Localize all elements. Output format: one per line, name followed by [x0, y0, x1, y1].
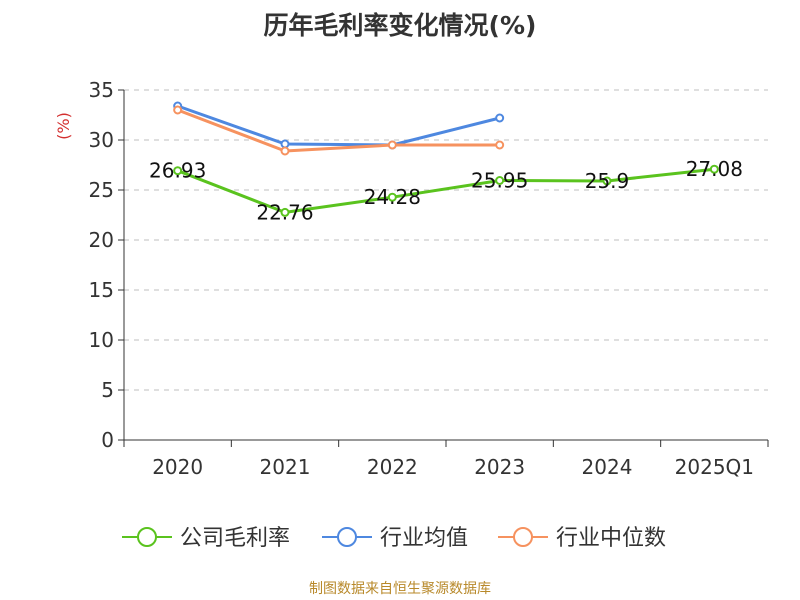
y-tick-label: 30	[89, 128, 114, 152]
y-tick-label: 25	[89, 178, 114, 202]
data-point	[173, 166, 183, 176]
axes: 0 5 10 15 20 25 30 35 2020 2021 2022 2023 2024 2025Q1…	[54, 78, 769, 479]
data-label: 25.95	[471, 169, 528, 193]
x-tick-label: 2025Q1	[675, 455, 754, 479]
legend-marker	[513, 527, 533, 547]
series-line	[177, 108, 500, 153]
data-point	[280, 146, 290, 156]
data-point	[387, 140, 397, 150]
legend: 公司毛利率 行业均值 行业中位数	[122, 526, 666, 551]
y-axis-unit: (%)	[54, 112, 73, 140]
series-line	[177, 167, 715, 214]
legend-label: 行业均值	[380, 526, 468, 551]
x-tick-label: 2024	[582, 455, 633, 479]
x-tick-label: 2021	[260, 455, 311, 479]
data-point	[495, 176, 505, 185]
data-label: 27.08	[686, 157, 743, 181]
y-tick-label: 20	[89, 228, 114, 252]
data-point	[495, 113, 505, 123]
legend-label: 公司毛利率	[180, 526, 290, 551]
data-point	[602, 176, 612, 186]
data-point	[709, 164, 719, 174]
legend-label: 行业中位数	[556, 526, 666, 551]
data-point	[173, 105, 183, 115]
y-tick-label: 35	[89, 78, 114, 102]
data-labels: 26.93 22.76 24.28 25.95 25.9 27.08	[149, 157, 743, 224]
data-label: 22.76	[256, 200, 313, 224]
x-tick-label: 2023	[474, 455, 525, 479]
legend-marker	[137, 527, 157, 547]
chart-title: 历年毛利率变化情况(%)	[263, 11, 537, 40]
data-point	[280, 207, 290, 217]
data-point	[280, 139, 290, 149]
x-tick-label: 2022	[367, 455, 418, 479]
data-point	[387, 192, 397, 202]
y-tick-label: 5	[101, 378, 114, 402]
data-point	[495, 140, 505, 150]
legend-marker	[337, 527, 357, 547]
series-line	[177, 104, 501, 147]
data-label: 25.9	[585, 169, 630, 193]
data-label: 26.93	[149, 159, 206, 183]
grid-lines	[124, 89, 768, 391]
series	[173, 101, 719, 217]
y-tick-label: 0	[101, 428, 114, 452]
x-tick-label: 2020	[152, 455, 203, 479]
data-label: 24.28	[364, 185, 421, 209]
source-note: 制图数据来自恒生聚源数据库	[309, 581, 491, 597]
y-tick-label: 10	[89, 328, 114, 352]
y-tick-label: 15	[89, 278, 114, 302]
